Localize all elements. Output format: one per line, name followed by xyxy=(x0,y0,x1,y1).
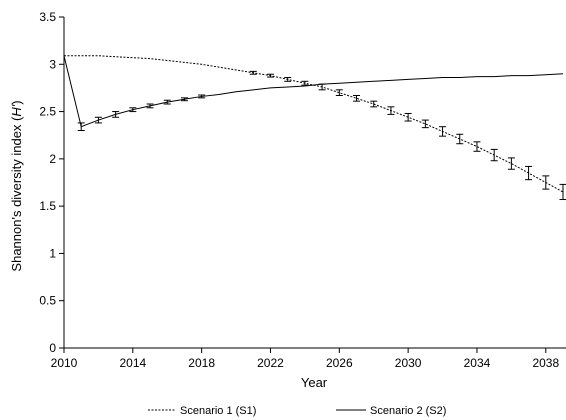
series xyxy=(63,55,566,201)
x-tick-label: 2022 xyxy=(257,356,284,370)
legend-item-s1: Scenario 1 (S1) xyxy=(148,405,256,417)
axes xyxy=(63,17,566,349)
series-2 xyxy=(63,55,564,131)
y-tick-label: 2 xyxy=(49,152,56,166)
error-bar xyxy=(421,119,429,129)
error-bar xyxy=(404,112,412,122)
error-bar xyxy=(198,94,206,99)
error-bar xyxy=(77,122,85,131)
y-tick-label: 3.5 xyxy=(39,10,56,24)
error-bar xyxy=(353,94,361,102)
y-tick-label: 2.5 xyxy=(39,105,56,119)
error-bar xyxy=(94,116,102,124)
error-bar xyxy=(301,80,309,86)
error-bar xyxy=(112,111,120,118)
error-bar xyxy=(370,100,378,108)
y-axis-title: Shannon's diversity index (H') xyxy=(9,100,24,271)
series-1 xyxy=(64,55,566,201)
error-bar xyxy=(335,89,343,96)
error-bar xyxy=(129,107,137,113)
error-bar xyxy=(439,126,447,137)
error-bar xyxy=(318,83,326,91)
x-tick-label: 2038 xyxy=(532,356,559,370)
y-tick-label: 1 xyxy=(49,246,56,260)
error-bar xyxy=(163,99,171,105)
x-tick-label: 2010 xyxy=(51,356,78,370)
x-tick-label: 2014 xyxy=(119,356,146,370)
error-bar xyxy=(525,165,533,181)
y-tick-label: 0 xyxy=(49,341,56,355)
legend: Scenario 1 (S1) Scenario 2 (S2) xyxy=(148,405,446,417)
error-bar xyxy=(490,148,498,162)
error-bar xyxy=(507,157,515,170)
error-bar xyxy=(249,70,257,75)
x-tick-label: 2018 xyxy=(188,356,215,370)
error-bar xyxy=(456,133,464,145)
error-bar xyxy=(266,73,274,78)
error-bar xyxy=(180,97,188,102)
legend-item-s2: Scenario 2 (S2) xyxy=(336,405,446,417)
error-bar xyxy=(473,141,481,152)
y-ticks: 0 0.5 1 1.5 2 2.5 3 3.5 xyxy=(39,10,64,355)
y-tick-label: 0.5 xyxy=(39,294,56,308)
series-line-s2 xyxy=(63,55,564,128)
x-tick-label: 2026 xyxy=(326,356,353,370)
legend-label-s2: Scenario 2 (S2) xyxy=(370,405,446,417)
x-tick-label: 2034 xyxy=(464,356,491,370)
error-bar xyxy=(387,106,395,115)
x-ticks: 2010 2014 2018 2022 2026 2030 2034 2038 xyxy=(51,348,559,370)
error-bar xyxy=(284,77,292,82)
error-bar xyxy=(146,103,154,109)
error-bar xyxy=(542,175,550,190)
y-tick-label: 3 xyxy=(49,57,56,71)
y-tick-label: 1.5 xyxy=(39,199,56,213)
x-axis-title: Year xyxy=(301,375,328,390)
error-bar xyxy=(559,183,566,201)
x-tick-label: 2030 xyxy=(395,356,422,370)
legend-label-s1: Scenario 1 (S1) xyxy=(180,405,256,417)
